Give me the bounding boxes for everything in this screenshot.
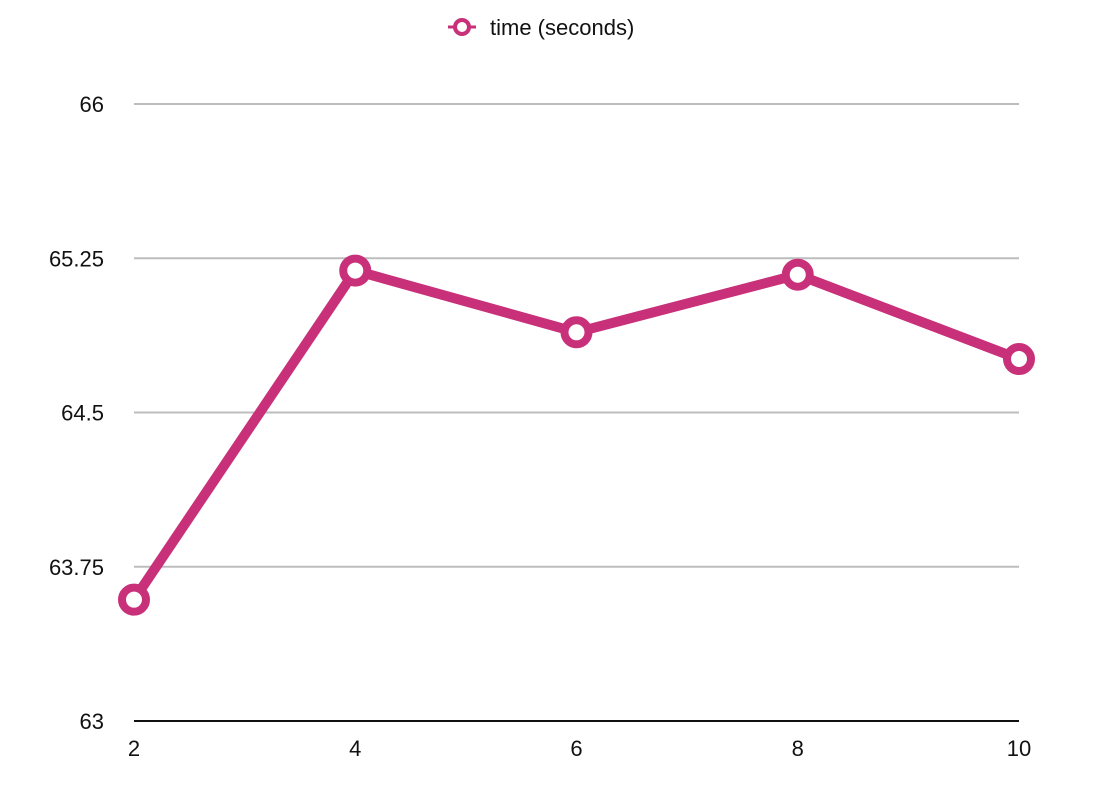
x-tick-label: 2 [128, 736, 140, 761]
data-point-marker [339, 254, 372, 287]
gridlines [134, 103, 1019, 722]
x-tick-label: 4 [349, 736, 361, 761]
ring-marker-icon [453, 18, 471, 36]
data-point-marker [1003, 343, 1035, 376]
x-tick-label: 10 [1007, 736, 1031, 761]
legend: time (seconds) [448, 15, 634, 40]
x-tick-label: 8 [792, 736, 804, 761]
data-point-marker [781, 258, 814, 291]
series-time-seconds [118, 254, 1035, 616]
y-axis-tick-labels: 63 63.75 64.5 65.25 66 [49, 92, 104, 734]
y-tick-label: 65.25 [49, 246, 104, 271]
y-tick-label: 63.75 [49, 555, 104, 580]
x-axis-tick-labels: 2 4 6 8 10 [128, 736, 1031, 761]
y-tick-label: 63 [80, 709, 104, 734]
y-tick-label: 66 [80, 92, 104, 117]
x-tick-label: 6 [570, 736, 582, 761]
y-tick-label: 64.5 [61, 401, 104, 426]
data-point-marker [118, 583, 150, 616]
legend-label: time (seconds) [490, 15, 634, 40]
data-point-marker [560, 316, 593, 349]
